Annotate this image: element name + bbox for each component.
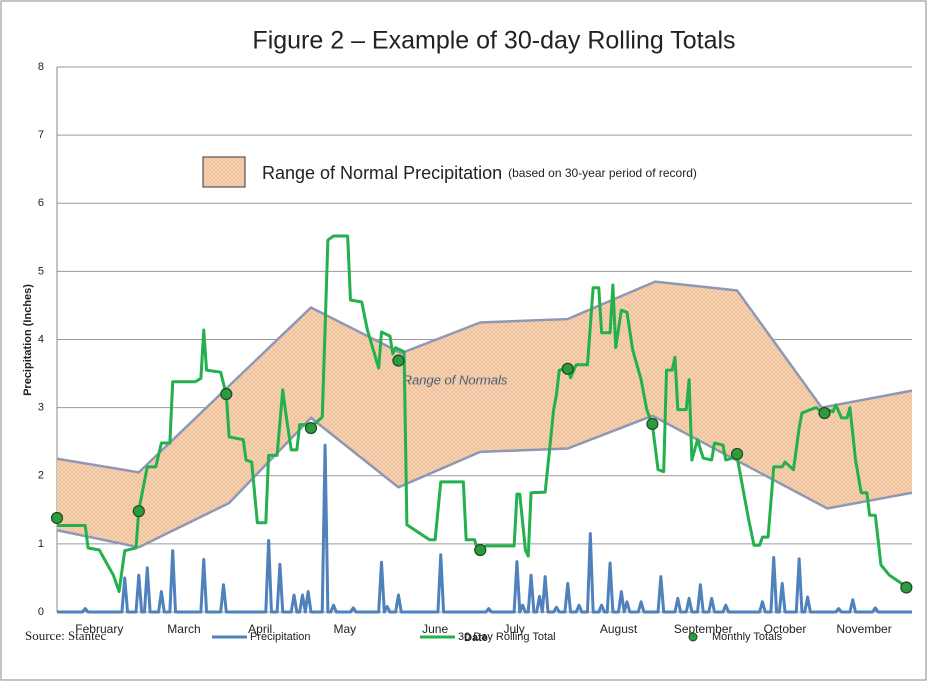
source: Source: Stantec <box>25 628 106 643</box>
y-tick-label: 8 <box>38 61 44 73</box>
monthly-total-dot <box>646 417 659 431</box>
x-tick-label: February <box>75 622 123 636</box>
range-annotation: Range of Normals <box>403 372 508 387</box>
y-axis-label: Precipitation (Inches) <box>22 284 34 396</box>
x-tick-label: October <box>764 622 807 636</box>
monthly-total-dot <box>304 421 318 435</box>
legend-marker <box>688 632 698 642</box>
monthly-total-dot <box>392 354 405 367</box>
monthly-total-dot <box>730 447 744 461</box>
legend-label: 30 Day Rolling Total <box>458 631 556 643</box>
range-fill <box>57 281 912 548</box>
x-tick-label: April <box>248 622 272 636</box>
x-tick-label: June <box>422 622 448 636</box>
y-tick-label: 6 <box>38 197 44 209</box>
monthly-total-dot <box>220 387 233 401</box>
range-legend-note: (based on 30-year period of record) <box>508 166 697 180</box>
x-tick-label: November <box>836 622 891 636</box>
series-line <box>57 443 912 614</box>
y-tick-label: 3 <box>38 402 44 414</box>
y-tick-label: 7 <box>38 129 44 141</box>
legend-label: Monthly Totals <box>712 631 783 643</box>
monthly-total-dot <box>900 581 913 594</box>
x-tick-label: July <box>503 622 524 636</box>
range-legend-label: Range of Normal Precipitation (based on 3… <box>262 163 697 183</box>
monthly-total-dot <box>474 543 487 557</box>
y-tick-label: 4 <box>38 333 44 345</box>
monthly-total-dot <box>818 406 831 420</box>
series-line <box>57 234 912 594</box>
monthly-total-dot <box>50 511 64 525</box>
range-legend-swatch <box>202 156 246 188</box>
x-axis-label: Date <box>464 632 488 644</box>
range-lower-edge <box>56 414 913 549</box>
x-tick-label: March <box>167 622 200 636</box>
monthly-total-dot <box>132 505 145 518</box>
x-tick-label: May <box>333 622 356 636</box>
y-tick-label: 0 <box>38 606 44 618</box>
range-legend-name: Range of Normal Precipitation <box>262 163 502 183</box>
y-tick-label: 5 <box>38 265 44 277</box>
x-tick-label: September <box>674 622 733 636</box>
x-tick-label: August <box>600 622 638 636</box>
chart-title: Figure 2 – Example of 30-day Rolling Tot… <box>252 27 735 55</box>
y-tick-label: 2 <box>38 470 44 482</box>
y-tick-label: 1 <box>38 538 44 550</box>
legend-label: Precipitation <box>250 631 311 643</box>
monthly-total-dot <box>561 362 574 375</box>
